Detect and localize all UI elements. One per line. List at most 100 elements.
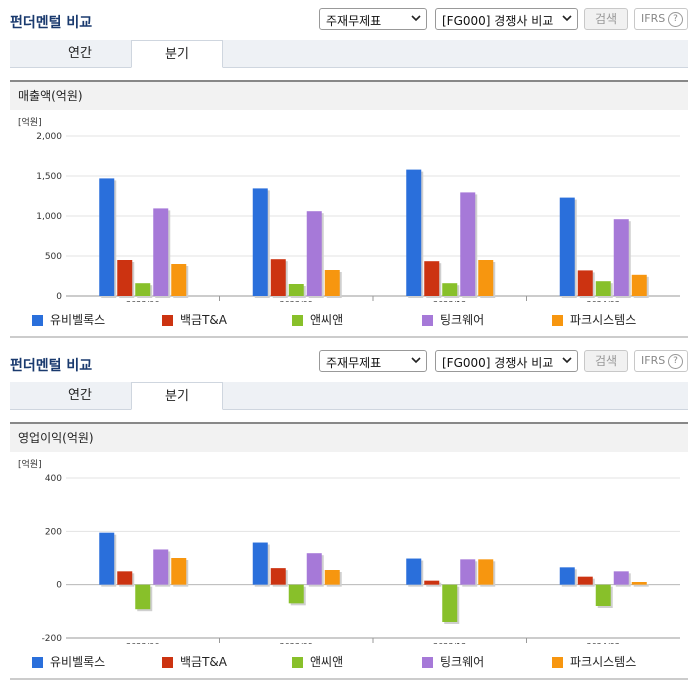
- legend-swatch: [422, 657, 433, 668]
- bar-팅크웨어-2023/12: [460, 559, 476, 585]
- y-tick-label: -200: [42, 634, 63, 644]
- bar-백금T&A-2023/12: [424, 580, 440, 585]
- bar-앤씨앤-2024/03: [595, 584, 611, 606]
- peer-group-value: [FG000] 경쟁사 비교: [442, 14, 554, 28]
- bar-앤씨앤-2023/09: [288, 284, 304, 296]
- y-unit-label: [억원]: [18, 458, 42, 470]
- bar-유비벨록스-2023/09: [252, 188, 268, 296]
- bar-팅크웨어-2024/03: [613, 219, 629, 296]
- bar-앤씨앤-2023/09: [288, 584, 304, 604]
- y-tick-label: 200: [45, 527, 62, 537]
- bar-shadow: [633, 584, 649, 587]
- ifrs-help-button[interactable]: IFRS ?: [634, 8, 688, 30]
- search-button[interactable]: 검색: [584, 350, 628, 372]
- bar-유비벨록스-2023/06: [99, 178, 115, 296]
- fundamental-section-operating-profit: 펀더멘털 비교 주재무제표 [FG000] 경쟁사 비교 검색 IFRS ? 연…: [0, 342, 696, 684]
- y-tick-label: 1,500: [36, 172, 62, 182]
- legend-label: 유비벨록스: [50, 655, 106, 669]
- bar-유비벨록스-2024/03: [559, 197, 575, 296]
- revenue-bar-chart: [억원] 0 500 1,000 1,500 2,000 2023/06 2023/09 202…: [18, 116, 680, 302]
- operating-profit-chart-legend: 유비벨록스 백금T&A 앤씨앤 팅크웨어 파크시스템스: [32, 654, 672, 670]
- legend-swatch: [552, 315, 563, 326]
- bar-유비벨록스-2023/12: [406, 169, 422, 296]
- ifrs-help-button[interactable]: IFRS ?: [634, 350, 688, 372]
- tab-quarterly[interactable]: 분기: [131, 40, 223, 68]
- revenue-chart-legend: 유비벨록스 백금T&A 앤씨앤 팅크웨어 파크시스템스: [32, 312, 672, 328]
- bar-팅크웨어-2023/12: [460, 192, 476, 296]
- section-title: 펀더멘털 비교: [10, 358, 93, 374]
- legend-label: 파크시스템스: [570, 655, 637, 669]
- y-unit-label: [억원]: [18, 116, 42, 128]
- legend-swatch: [162, 315, 173, 326]
- tab-quarterly[interactable]: 분기: [131, 382, 223, 410]
- legend-label: 유비벨록스: [50, 313, 106, 327]
- tab-annual[interactable]: 연간: [68, 388, 92, 403]
- bar-파크시스템스-2024/03: [631, 582, 647, 585]
- chart-header: 영업이익(억원): [10, 422, 688, 452]
- legend-swatch: [32, 315, 43, 326]
- report-type-value: 주재무제표: [326, 356, 382, 370]
- bar-유비벨록스-2024/03: [559, 567, 575, 585]
- bar-팅크웨어-2023/06: [153, 208, 169, 296]
- bar-파크시스템스-2023/09: [324, 270, 340, 296]
- section-divider: [10, 678, 688, 680]
- x-tick-label: 2023/12: [433, 642, 466, 644]
- x-tick-label: 2023/09: [280, 642, 313, 644]
- bar-팅크웨어-2023/09: [306, 553, 322, 585]
- help-icon: ?: [668, 12, 683, 27]
- report-type-value: 주재무제표: [326, 14, 382, 28]
- section-title: 펀더멘털 비교: [10, 15, 93, 31]
- bar-파크시스템스-2023/09: [324, 570, 340, 585]
- legend-swatch: [32, 657, 43, 668]
- search-button[interactable]: 검색: [584, 8, 628, 30]
- peer-group-select[interactable]: [FG000] 경쟁사 비교: [435, 350, 578, 372]
- y-tick-label: 400: [45, 474, 62, 484]
- report-type-select[interactable]: 주재무제표: [319, 8, 427, 30]
- legend-swatch: [422, 315, 433, 326]
- bar-파크시스템스-2023/06: [171, 264, 187, 296]
- bar-파크시스템스-2023/12: [478, 260, 494, 296]
- bar-파크시스템스-2023/06: [171, 558, 187, 585]
- bar-앤씨앤-2023/12: [442, 283, 458, 296]
- bar-유비벨록스-2023/09: [252, 542, 268, 585]
- x-tick-label: 2023/06: [126, 642, 159, 644]
- chevron-down-icon: [562, 15, 572, 22]
- x-tick-label: 2023/06: [126, 300, 159, 302]
- bar-앤씨앤-2024/03: [595, 281, 611, 296]
- legend-label: 파크시스템스: [570, 313, 637, 327]
- chevron-down-icon: [562, 357, 572, 364]
- bar-백금T&A-2024/03: [577, 270, 593, 296]
- bar-앤씨앤-2023/06: [135, 283, 151, 296]
- legend-label: 앤씨앤: [310, 655, 344, 669]
- bar-유비벨록스-2023/12: [406, 558, 422, 585]
- legend-label: 팅크웨어: [440, 655, 485, 669]
- bar-백금T&A-2024/03: [577, 576, 593, 585]
- tab-annual[interactable]: 연간: [68, 46, 92, 61]
- bar-유비벨록스-2023/06: [99, 532, 115, 585]
- fundamental-section-revenue: 펀더멘털 비교 주재무제표 [FG000] 경쟁사 비교 검색 IFRS ? 연…: [0, 0, 696, 340]
- bar-팅크웨어-2024/03: [613, 571, 629, 585]
- y-tick-label: 0: [56, 581, 62, 591]
- ifrs-label: IFRS: [641, 12, 666, 25]
- bar-백금T&A-2023/06: [117, 260, 133, 296]
- bar-백금T&A-2023/12: [424, 261, 440, 296]
- bar-팅크웨어-2023/06: [153, 549, 169, 585]
- operating-profit-bar-chart: [억원] -200 0 200 400 2023/06 2023/09 2023/12 2024…: [18, 458, 680, 644]
- peer-group-select[interactable]: [FG000] 경쟁사 비교: [435, 8, 578, 30]
- bar-파크시스템스-2023/12: [478, 559, 494, 585]
- legend-swatch: [292, 657, 303, 668]
- chevron-down-icon: [411, 357, 421, 364]
- bar-백금T&A-2023/09: [270, 568, 286, 585]
- x-tick-label: 2023/09: [280, 300, 313, 302]
- legend-label: 앤씨앤: [310, 313, 344, 327]
- report-type-select[interactable]: 주재무제표: [319, 350, 427, 372]
- period-tabs: 연간 분기: [10, 382, 688, 410]
- chevron-down-icon: [411, 15, 421, 22]
- legend-label: 백금T&A: [180, 655, 227, 669]
- y-tick-label: 0: [56, 292, 62, 302]
- y-tick-label: 500: [45, 252, 62, 262]
- bar-백금T&A-2023/06: [117, 571, 133, 585]
- y-tick-label: 1,000: [36, 212, 62, 222]
- legend-swatch: [162, 657, 173, 668]
- legend-swatch: [552, 657, 563, 668]
